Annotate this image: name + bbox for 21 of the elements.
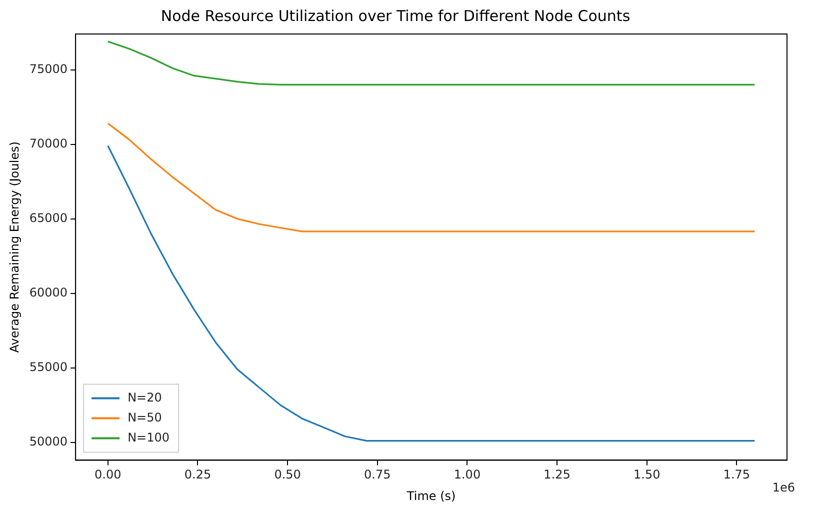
y-tick-label: 70000: [29, 136, 68, 150]
x-tick-label: 0.00: [94, 468, 122, 482]
x-axis-title: Time (s): [406, 488, 456, 503]
y-tick-label: 50000: [29, 434, 68, 448]
y-tick-label: 65000: [29, 210, 68, 225]
legend-label: N=20: [128, 390, 162, 404]
x-tick-label: 0.25: [184, 468, 212, 482]
x-tick-label: 0.75: [364, 468, 391, 482]
y-tick-label: 60000: [29, 285, 68, 300]
x-tick-label: 1.50: [634, 468, 660, 482]
legend-label: N=50: [128, 410, 162, 424]
x-tick-label: 0.50: [274, 468, 301, 482]
legend-label: N=100: [128, 430, 170, 444]
y-tick-label: 75000: [29, 62, 68, 76]
x-tick-label: 1.25: [544, 468, 570, 482]
text: 1e6: [772, 480, 795, 494]
x-tick-label: 1.00: [454, 468, 481, 482]
y-tick-label: 55000: [29, 360, 68, 374]
chart-title: Node Resource Utilization over Time for Different Node Counts: [160, 6, 630, 25]
x-tick-label: 1.75: [723, 468, 750, 482]
y-axis-title: Average Remaining Energy (Joules): [7, 141, 22, 353]
